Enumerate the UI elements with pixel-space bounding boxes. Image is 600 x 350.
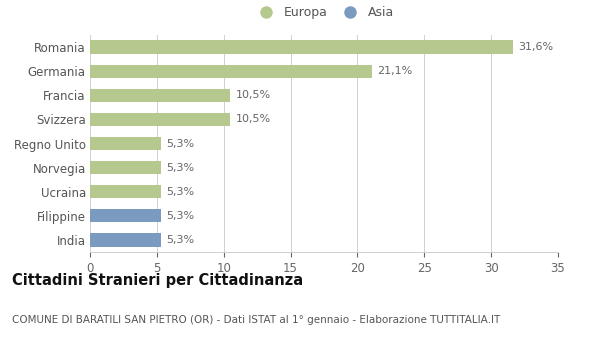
Bar (90, 209, 161, 223)
Text: 21,1%: 21,1% (377, 66, 413, 76)
Text: 5,3%: 5,3% (166, 187, 194, 197)
Text: 5,3%: 5,3% (166, 163, 194, 173)
Bar (90, 137, 161, 150)
Text: 31,6%: 31,6% (518, 42, 553, 52)
Bar (90, 233, 161, 246)
Bar (90, 113, 230, 126)
Bar (90, 161, 161, 174)
Text: 10,5%: 10,5% (236, 114, 271, 124)
Legend: Europa, Asia: Europa, Asia (250, 2, 398, 23)
Text: COMUNE DI BARATILI SAN PIETRO (OR) - Dati ISTAT al 1° gennaio - Elaborazione TUT: COMUNE DI BARATILI SAN PIETRO (OR) - Dat… (12, 315, 500, 325)
Text: Cittadini Stranieri per Cittadinanza: Cittadini Stranieri per Cittadinanza (12, 273, 303, 288)
Text: 5,3%: 5,3% (166, 235, 194, 245)
Text: 5,3%: 5,3% (166, 211, 194, 221)
Bar (90, 64, 372, 78)
Bar (90, 41, 512, 54)
Text: 10,5%: 10,5% (236, 90, 271, 100)
Bar (90, 185, 161, 198)
Text: 5,3%: 5,3% (166, 139, 194, 148)
Bar (90, 89, 230, 102)
